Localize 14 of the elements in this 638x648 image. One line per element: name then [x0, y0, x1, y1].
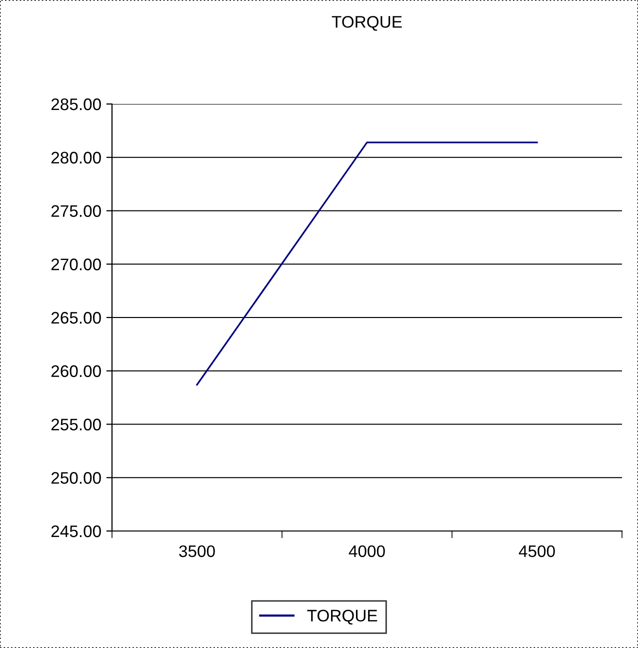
x-tick-label: 3500: [179, 545, 215, 558]
y-tick-label: 280.00: [51, 152, 101, 164]
y-tick-label: 275.00: [51, 205, 101, 217]
y-tick-label: 255.00: [51, 418, 101, 430]
legend-label: TORQUE: [307, 610, 378, 625]
y-tick-label: 245.00: [51, 525, 101, 538]
x-tick-label: 4000: [348, 545, 385, 558]
y-tick-label: 285.00: [51, 98, 101, 110]
chart-title: TORQUE: [332, 16, 402, 31]
y-tick-label: 250.00: [51, 472, 101, 484]
x-tick-label: 4500: [518, 545, 555, 558]
y-tick-label: 270.00: [51, 258, 101, 270]
y-tick-label: 265.00: [51, 312, 101, 324]
y-tick-label: 260.00: [51, 365, 101, 378]
